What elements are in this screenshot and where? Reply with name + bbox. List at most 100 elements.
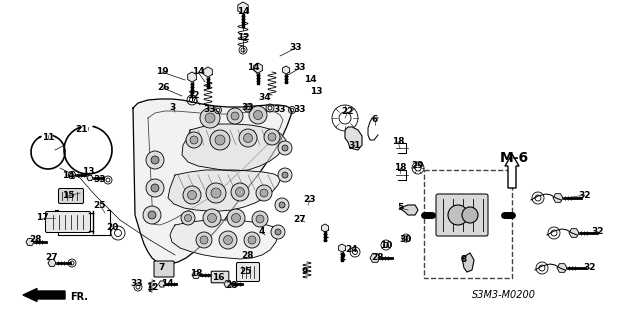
Polygon shape	[168, 170, 281, 211]
Circle shape	[207, 213, 216, 222]
Text: 2: 2	[339, 254, 345, 263]
Text: 31: 31	[349, 140, 361, 150]
Text: 18: 18	[392, 137, 404, 146]
FancyBboxPatch shape	[58, 189, 83, 204]
Text: 7: 7	[159, 263, 165, 272]
Polygon shape	[339, 244, 346, 252]
Text: 28: 28	[226, 280, 238, 290]
Text: M-6: M-6	[500, 151, 529, 165]
Text: 30: 30	[400, 235, 412, 244]
Polygon shape	[170, 220, 278, 259]
Text: 33: 33	[294, 106, 307, 115]
Circle shape	[282, 172, 288, 178]
Circle shape	[205, 113, 215, 123]
Polygon shape	[192, 271, 200, 278]
Text: 24: 24	[346, 246, 358, 255]
Text: 33: 33	[242, 103, 254, 113]
Text: 9: 9	[302, 268, 308, 277]
Text: 32: 32	[579, 190, 591, 199]
Polygon shape	[282, 66, 289, 74]
Circle shape	[448, 205, 468, 225]
Text: 14: 14	[192, 68, 204, 77]
Circle shape	[143, 206, 161, 224]
Text: 28: 28	[372, 254, 384, 263]
Text: 33: 33	[290, 43, 302, 53]
Circle shape	[239, 129, 257, 147]
Circle shape	[148, 211, 156, 219]
Bar	[424, 170, 512, 278]
Circle shape	[223, 235, 232, 244]
Circle shape	[146, 151, 164, 169]
Polygon shape	[238, 2, 248, 14]
Polygon shape	[87, 175, 93, 181]
Circle shape	[243, 133, 253, 143]
Text: 1: 1	[322, 231, 328, 240]
Text: 17: 17	[36, 213, 48, 222]
Circle shape	[462, 207, 478, 223]
Text: 11: 11	[42, 133, 54, 143]
Text: 12: 12	[146, 284, 158, 293]
Text: 19: 19	[156, 68, 168, 77]
Text: 21: 21	[76, 125, 88, 135]
Circle shape	[248, 236, 256, 244]
Text: 27: 27	[45, 254, 58, 263]
Circle shape	[278, 168, 292, 182]
FancyArrow shape	[23, 288, 65, 301]
Polygon shape	[553, 194, 563, 202]
Circle shape	[253, 110, 262, 120]
Polygon shape	[68, 172, 76, 178]
Polygon shape	[26, 239, 34, 245]
Circle shape	[186, 132, 202, 148]
Polygon shape	[48, 260, 56, 266]
Text: 27: 27	[294, 216, 307, 225]
Text: 13: 13	[310, 87, 323, 97]
Circle shape	[227, 209, 245, 227]
Text: 33: 33	[204, 106, 216, 115]
Circle shape	[275, 229, 281, 235]
Polygon shape	[159, 281, 166, 287]
Text: 13: 13	[82, 167, 94, 176]
Polygon shape	[204, 67, 212, 77]
Polygon shape	[569, 229, 579, 237]
Text: 28: 28	[29, 235, 41, 244]
Circle shape	[181, 211, 195, 225]
Text: 12: 12	[187, 91, 199, 100]
Circle shape	[219, 231, 237, 249]
Circle shape	[206, 183, 226, 203]
Circle shape	[252, 211, 268, 227]
Polygon shape	[182, 124, 286, 171]
Circle shape	[188, 190, 196, 199]
Polygon shape	[400, 205, 418, 215]
Text: 18: 18	[189, 269, 202, 278]
Polygon shape	[133, 99, 292, 264]
Circle shape	[236, 188, 244, 197]
Circle shape	[183, 186, 201, 204]
Text: 16: 16	[212, 273, 224, 283]
Circle shape	[264, 129, 280, 145]
Polygon shape	[224, 280, 232, 287]
Text: 23: 23	[304, 196, 316, 204]
Text: 25: 25	[93, 201, 106, 210]
Text: 32: 32	[584, 263, 596, 272]
Polygon shape	[557, 264, 567, 272]
Text: 28: 28	[242, 250, 254, 259]
Text: 14: 14	[237, 8, 250, 17]
Polygon shape	[253, 63, 262, 73]
Text: 14: 14	[161, 278, 173, 287]
Circle shape	[151, 156, 159, 164]
Text: FR.: FR.	[70, 292, 88, 302]
Text: 25: 25	[239, 268, 252, 277]
Circle shape	[271, 225, 285, 239]
Text: 3: 3	[170, 103, 176, 113]
Circle shape	[146, 179, 164, 197]
Polygon shape	[345, 127, 362, 150]
Text: 26: 26	[157, 84, 169, 93]
Text: 34: 34	[259, 93, 271, 102]
Text: 14: 14	[61, 170, 74, 180]
Circle shape	[282, 145, 288, 151]
Circle shape	[279, 202, 285, 208]
Circle shape	[210, 130, 230, 150]
Circle shape	[244, 232, 260, 248]
Polygon shape	[321, 224, 328, 232]
Text: 14: 14	[246, 63, 259, 72]
